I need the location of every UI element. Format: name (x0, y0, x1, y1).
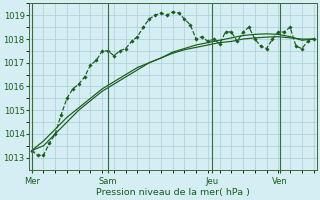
X-axis label: Pression niveau de la mer( hPa ): Pression niveau de la mer( hPa ) (96, 188, 250, 197)
